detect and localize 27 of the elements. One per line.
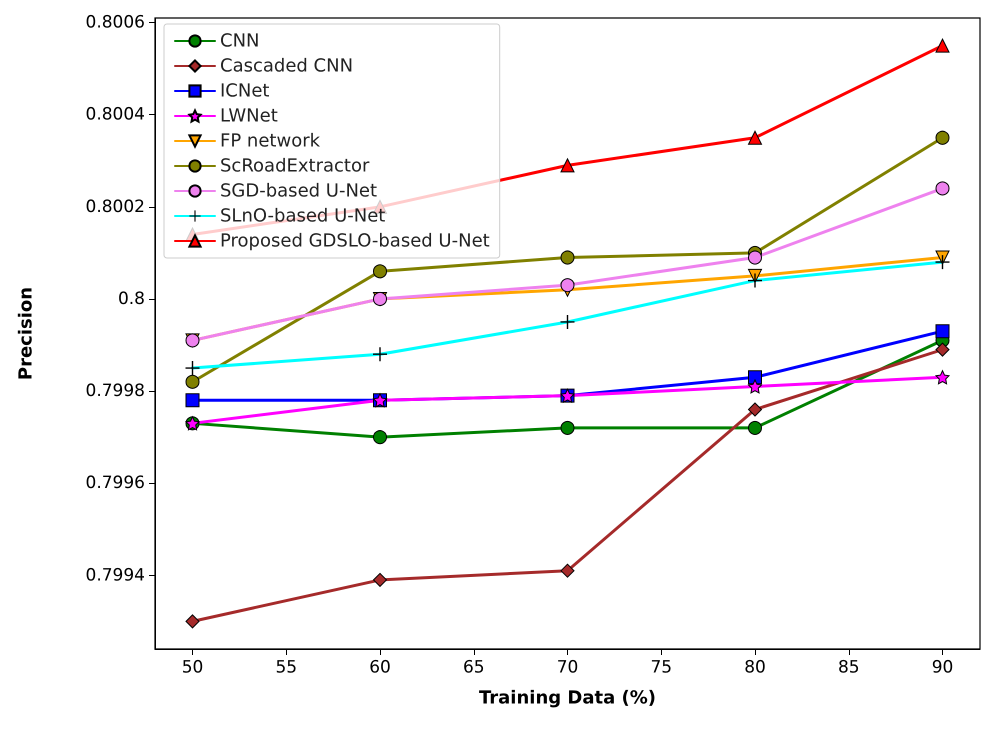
- x-tick-label: 70: [556, 658, 578, 678]
- x-axis-title: Training Data (%): [478, 688, 656, 708]
- legend-label: ScRoadExtractor: [220, 156, 370, 176]
- x-tick-label: 75: [650, 658, 672, 678]
- legend-label: ICNet: [220, 80, 270, 102]
- y-axis-title: Precision: [16, 286, 36, 380]
- y-tick-label: 0.8004: [86, 104, 145, 125]
- y-tick-label: 0.8: [118, 288, 145, 309]
- legend-label: LWNet: [220, 106, 278, 126]
- y-tick-label: 0.8006: [86, 12, 145, 33]
- legend-label: SGD-based U-Net: [220, 180, 378, 202]
- legend-label: FP network: [220, 130, 321, 152]
- x-tick-label: 85: [838, 658, 860, 678]
- x-tick-label: 90: [932, 658, 954, 678]
- y-tick-label: 0.7998: [86, 381, 145, 402]
- legend-label: SLnO-based U-Net: [220, 206, 386, 226]
- x-tick-label: 60: [369, 658, 391, 678]
- legend-label: Proposed GDSLO-based U-Net: [220, 230, 490, 252]
- x-tick-label: 80: [744, 658, 766, 678]
- y-tick-label: 0.7994: [86, 565, 145, 586]
- legend-label: Cascaded CNN: [220, 56, 354, 76]
- x-tick-label: 50: [182, 658, 204, 678]
- y-tick-label: 0.7996: [86, 473, 145, 494]
- x-tick-label: 55: [275, 658, 298, 678]
- x-tick-label: 65: [462, 658, 485, 678]
- legend-label: CNN: [220, 30, 260, 52]
- y-tick-label: 0.8002: [86, 196, 145, 217]
